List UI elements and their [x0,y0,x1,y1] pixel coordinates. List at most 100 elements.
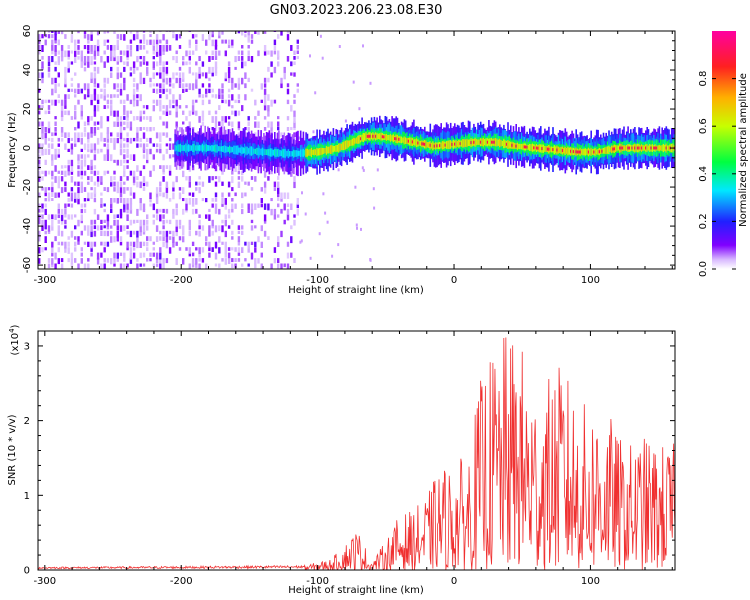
heatmap-cell [221,181,224,186]
heatmap-cell [152,127,155,131]
heatmap-cell [309,54,311,58]
heatmap-cell [136,56,139,63]
heatmap-cell [247,50,250,56]
heatmap-cell [74,214,77,218]
heatmap-cell [41,203,44,209]
heatmap-cell [231,110,234,115]
heatmap-cell [70,203,74,208]
heatmap-ridge-cell [186,145,189,151]
heatmap-cell [293,61,296,65]
heatmap-cell [57,61,60,66]
heatmap-cell [155,99,159,106]
heatmap-ridge-cell [230,146,232,153]
heatmap-cell [67,132,70,138]
heatmap-cell [64,241,67,249]
heatmap-cell [165,165,169,169]
heatmap-cell [129,203,133,211]
heatmap-cell [191,198,195,205]
heatmap-cell [211,34,214,38]
heatmap-ridge-cell [403,136,406,145]
heatmap-cell [139,225,142,233]
heatmap-ridge-cell [482,137,485,147]
heatmap-cell [201,61,205,67]
y-tick-label: 2 [24,416,30,427]
heatmap-cell [57,72,60,78]
heatmap-cell [172,154,175,158]
heatmap-cell [159,181,162,187]
heatmap-cell [372,187,375,191]
heatmap-cell [286,88,290,95]
heatmap-cell [260,83,263,90]
heatmap-cell [195,198,198,205]
heatmap-ridge-cell [594,147,597,156]
heatmap-cell [178,225,182,229]
heatmap-cell [267,50,270,55]
heatmap-cell [270,263,273,269]
heatmap-cell [218,176,221,183]
heatmap-cell [77,241,80,245]
heatmap-cell [113,219,116,226]
heatmap-cell [314,91,317,95]
heatmap-cell [247,241,250,249]
heatmap-cell [74,72,77,76]
heatmap-cell [51,225,54,231]
heatmap-cell [254,225,257,229]
heatmap-cell [247,31,250,36]
heatmap-ridge-cell [494,138,497,147]
heatmap-ridge-cell [229,145,231,154]
heatmap-cell [38,170,41,177]
heatmap-cell [165,258,169,264]
heatmap-cell [106,77,110,84]
heatmap-cell [293,121,296,128]
heatmap-cell [139,39,142,44]
heatmap-cell [57,241,60,246]
heatmap-cell [208,208,211,212]
heatmap-ridge-cell [542,144,545,153]
heatmap-cell [129,31,133,34]
heatmap-cell [90,230,93,238]
heatmap-cell [362,44,364,48]
heatmap-cell [106,94,110,98]
heatmap-cell [57,214,60,219]
heatmap-cell [247,116,250,121]
heatmap-cell [87,56,90,62]
heatmap-cell [80,110,83,117]
heatmap-cell [273,247,277,253]
heatmap-cell [218,34,221,39]
heatmap-cell [201,247,205,253]
heatmap-cell [96,181,100,187]
heatmap-cell [64,170,67,177]
heatmap-cell [218,236,221,243]
heatmap-cell [142,154,146,159]
heatmap-cell [237,127,241,131]
heatmap-cell [201,116,205,121]
heatmap-cell [231,121,234,128]
heatmap-cell [168,105,172,109]
heatmap-cell [159,247,162,253]
heatmap-cell [132,230,136,235]
heatmap-cell [250,56,254,63]
heatmap-cell [198,263,201,269]
heatmap-cell [178,247,182,251]
heatmap-cell [54,263,57,269]
heatmap-cell [155,148,159,153]
heatmap-cell [64,34,67,39]
heatmap-cell [51,247,54,254]
heatmap-cell [77,88,80,94]
heatmap-cell [254,132,257,139]
heatmap-cell [175,258,178,265]
heatmap-cell [165,236,169,243]
heatmap-ridge-cell [402,137,404,143]
heatmap-cell [165,77,169,85]
heatmap-cell [152,165,155,172]
heatmap-ridge-cell [406,137,408,144]
heatmap-cell [93,45,97,51]
heatmap-cell [54,192,57,198]
heatmap-cell [51,214,54,220]
heatmap-cell [360,227,362,231]
heatmap-cell [80,187,83,193]
heatmap-cell [241,50,244,56]
heatmap-cell [227,45,231,49]
heatmap-cell [126,56,129,61]
